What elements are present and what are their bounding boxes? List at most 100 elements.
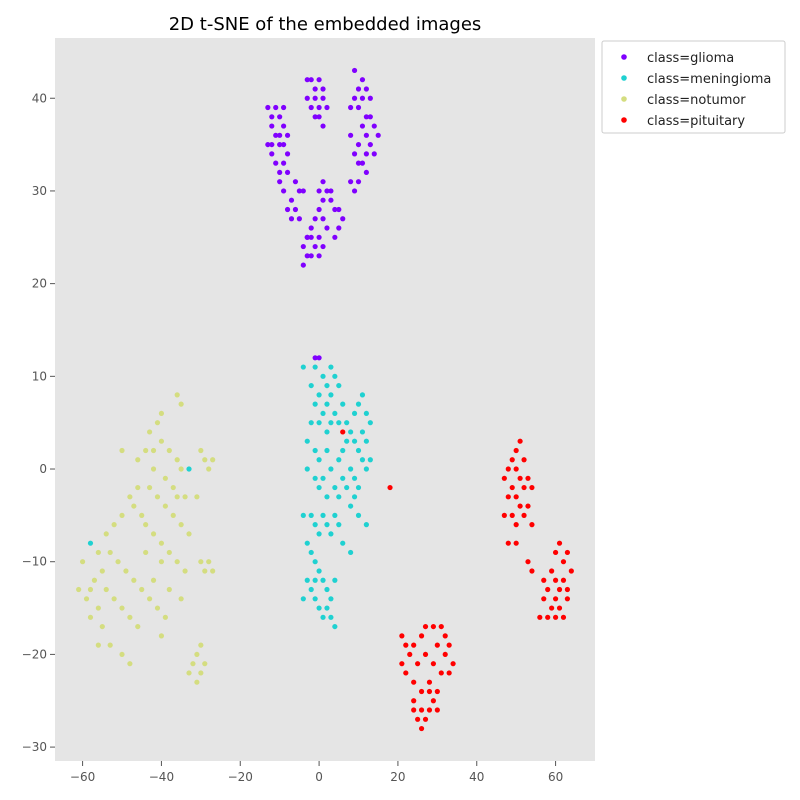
point-pituitary [521,484,527,491]
point-glioma [316,188,322,194]
point-pituitary [501,475,507,481]
point-glioma [320,179,326,185]
point-meningioma [304,577,310,583]
legend-label-pituitary: class=pituitary [647,114,745,129]
point-meningioma [363,438,369,444]
point-notumor [194,494,200,500]
point-pituitary [505,466,511,472]
point-glioma [277,114,283,120]
point-notumor [103,586,109,593]
point-notumor [87,614,94,620]
point-glioma [273,104,279,111]
point-pituitary [415,716,421,722]
point-meningioma [312,559,318,565]
point-meningioma [332,410,338,417]
point-pituitary [564,596,571,602]
point-glioma [304,77,310,83]
point-notumor [143,549,149,556]
point-glioma [277,169,283,176]
point-glioma [355,86,362,92]
point-pituitary [399,633,405,639]
point-glioma [332,206,338,213]
point-meningioma [308,420,314,426]
point-pituitary [446,642,452,648]
point-pituitary [426,688,433,695]
point-notumor [150,577,157,583]
point-meningioma [324,429,330,435]
point-notumor [87,586,94,593]
point-meningioma [336,457,342,463]
point-meningioma [344,438,350,444]
point-glioma [320,95,326,101]
point-meningioma [300,512,306,518]
point-notumor [202,661,208,667]
point-notumor [170,512,176,518]
point-glioma [348,132,354,138]
point-notumor [186,531,192,537]
point-glioma [371,151,377,157]
point-glioma [359,95,366,101]
point-glioma [304,95,310,101]
legend-marker-notumor [621,96,627,102]
point-meningioma [344,484,350,491]
point-glioma [277,132,283,138]
point-glioma [320,123,326,129]
point-glioma [316,206,322,213]
point-glioma [316,114,322,120]
x-tick-label: −40 [149,770,174,784]
point-pituitary [517,503,523,509]
point-glioma [336,225,342,231]
point-pituitary [438,623,444,630]
point-meningioma [316,420,322,426]
point-pituitary [525,503,531,509]
point-pituitary [556,540,563,546]
point-glioma [359,77,366,83]
point-glioma [312,114,318,120]
x-tick-label: 0 [315,770,323,784]
point-pituitary [505,494,511,500]
point-notumor [202,457,208,463]
point-meningioma [324,522,330,528]
point-glioma [308,253,314,259]
x-tick-label: 60 [548,770,563,784]
point-pituitary [560,559,567,565]
point-pituitary [545,614,551,620]
point-notumor [162,614,168,620]
point-pituitary [552,577,559,583]
point-glioma [324,188,330,194]
point-glioma [304,253,310,259]
legend-label-glioma: class=glioma [647,51,734,66]
point-pituitary [529,568,535,574]
point-meningioma [324,605,330,611]
point-pituitary [399,661,405,667]
point-notumor [174,559,180,565]
point-meningioma [351,475,358,481]
point-meningioma [316,605,322,611]
point-glioma [312,95,318,101]
point-meningioma [312,364,318,370]
point-meningioma [308,586,314,593]
point-notumor [150,447,157,454]
point-notumor [150,531,157,537]
point-glioma [300,243,306,250]
x-tick-label: −20 [228,770,253,784]
point-pituitary [434,688,440,695]
point-meningioma [312,522,318,528]
point-notumor [178,401,184,407]
point-glioma [316,104,322,111]
point-meningioma [332,577,338,583]
y-tick-label: 10 [32,369,47,383]
point-pituitary [541,577,547,583]
x-tick-label: −60 [70,770,95,784]
point-notumor [154,605,161,611]
point-notumor [174,494,180,500]
point-glioma [281,123,287,129]
point-meningioma [332,373,338,379]
point-glioma [375,132,381,138]
point-pituitary [552,614,559,620]
point-pituitary [418,688,425,695]
point-pituitary [434,707,440,713]
point-notumor [158,438,165,444]
point-glioma [332,234,338,240]
point-meningioma [359,457,366,463]
